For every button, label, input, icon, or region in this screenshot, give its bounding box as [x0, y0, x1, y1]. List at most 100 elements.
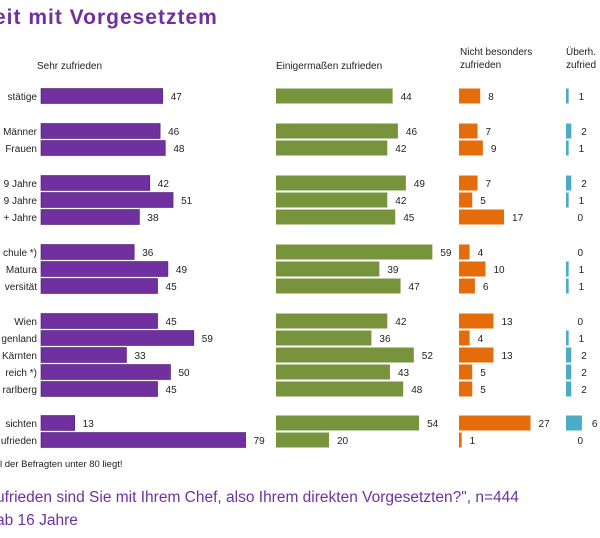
bar [40, 432, 246, 448]
data-label: 47 [171, 92, 183, 103]
data-label: 59 [440, 248, 452, 259]
data-label: 17 [512, 213, 524, 224]
bar [40, 330, 195, 346]
data-label: 42 [395, 144, 407, 155]
bar [40, 244, 135, 260]
category-label: versität [5, 282, 37, 293]
data-label: 0 [578, 436, 584, 447]
bar [276, 123, 398, 139]
category-label: Männer [3, 127, 38, 138]
category-label: stätige [8, 92, 38, 103]
data-label: 1 [470, 436, 476, 447]
data-label: 51 [181, 196, 193, 207]
bar [276, 192, 388, 208]
bar [459, 432, 462, 448]
data-label: 79 [254, 436, 266, 447]
data-label: 42 [158, 179, 170, 190]
bar [459, 261, 486, 277]
data-label: 5 [480, 368, 486, 379]
bar [40, 88, 164, 104]
data-label: 59 [202, 334, 214, 345]
data-label: 1 [579, 196, 585, 207]
data-label: 10 [494, 265, 506, 276]
data-label: 13 [83, 419, 95, 430]
bar [566, 347, 572, 363]
data-label: 0 [578, 248, 584, 259]
category-label: Matura [6, 265, 38, 276]
data-label: 46 [168, 127, 180, 138]
bar [276, 140, 388, 156]
data-label: 43 [398, 368, 410, 379]
bar [459, 278, 475, 294]
bar [276, 330, 372, 346]
data-label: 20 [337, 436, 349, 447]
data-label: 49 [176, 265, 188, 276]
category-label: Frauen [5, 144, 37, 155]
data-label: 13 [501, 317, 513, 328]
bar [40, 278, 158, 294]
data-label: 49 [414, 179, 426, 190]
data-label: 6 [483, 282, 489, 293]
bar [566, 175, 572, 191]
bar [276, 381, 404, 397]
chart-title: eit mit Vorgesetztem [0, 6, 218, 29]
bar [566, 123, 572, 139]
data-label: 4 [478, 248, 484, 259]
data-label: 46 [406, 127, 418, 138]
bar [459, 209, 505, 225]
column-header-ueberhaupt-nicht-zufrieden: Überh. zufried [566, 47, 597, 71]
data-label: 2 [581, 127, 587, 138]
bar [459, 192, 473, 208]
bar [276, 88, 393, 104]
bar [459, 175, 478, 191]
bar [459, 88, 481, 104]
category-label: reich *) [5, 368, 37, 379]
data-label: 0 [578, 317, 584, 328]
data-label: 1 [579, 282, 585, 293]
category-label: + Jahre [3, 213, 37, 224]
bar [276, 432, 329, 448]
data-label: 2 [581, 385, 587, 396]
data-label: 27 [539, 419, 551, 430]
bar [276, 175, 406, 191]
category-label: rarlberg [3, 385, 37, 396]
bar [459, 313, 494, 329]
data-label: 1 [579, 265, 585, 276]
category-label: 9 Jahre [4, 179, 38, 190]
bar [459, 330, 470, 346]
data-label: 33 [134, 351, 146, 362]
bar [276, 244, 433, 260]
data-label: 1 [579, 92, 585, 103]
data-label: 45 [166, 282, 178, 293]
bar [40, 364, 171, 380]
bar [40, 123, 161, 139]
data-label: 36 [379, 334, 391, 345]
bar [566, 330, 569, 346]
data-label: 4 [478, 334, 484, 345]
data-label: 50 [179, 368, 191, 379]
data-label: 13 [501, 351, 513, 362]
data-label: 0 [578, 213, 584, 224]
bar [459, 415, 531, 431]
bar [459, 123, 478, 139]
bar [566, 381, 572, 397]
category-label: chule *) [3, 248, 37, 259]
bar [459, 347, 494, 363]
bar [276, 415, 420, 431]
question-line-1: ufrieden sind Sie mit Ihrem Chef, also I… [0, 489, 519, 506]
data-label: 48 [173, 144, 185, 155]
data-label: 2 [581, 368, 587, 379]
data-label: 39 [387, 265, 399, 276]
data-label: 2 [581, 179, 587, 190]
bar [459, 381, 473, 397]
bar [40, 175, 151, 191]
data-label: 36 [142, 248, 154, 259]
category-label: genland [1, 334, 37, 345]
bar [459, 140, 483, 156]
category-label: Kärnten [2, 351, 37, 362]
bar [40, 415, 75, 431]
data-label: 48 [411, 385, 423, 396]
data-label: 1 [579, 144, 585, 155]
bar [566, 88, 569, 104]
data-label: 1 [579, 334, 585, 345]
